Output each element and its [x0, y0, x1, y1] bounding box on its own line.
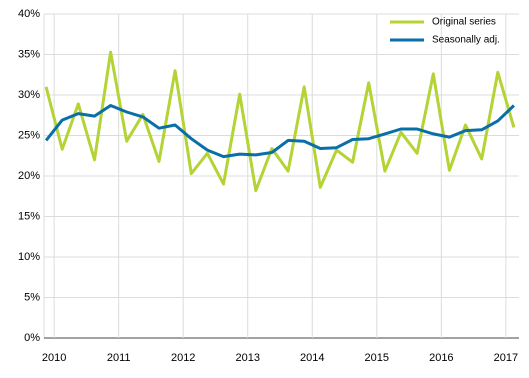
y-tick-label: 40%	[18, 8, 40, 20]
y-tick-label: 25%	[18, 129, 40, 141]
y-tick-label: 15%	[18, 210, 40, 222]
legend-label: Original series	[432, 17, 496, 28]
x-tick-label: 2016	[429, 352, 453, 364]
x-tick-label: 2015	[365, 352, 389, 364]
x-tick-label: 2010	[42, 352, 66, 364]
series-line	[44, 50, 516, 193]
x-tick-label: 2012	[171, 352, 195, 364]
x-tick-label: 2014	[300, 352, 324, 364]
series-line	[44, 104, 515, 159]
y-tick-label: 10%	[18, 251, 40, 263]
x-tick-label: 2011	[107, 352, 131, 364]
y-tick-label: 30%	[18, 89, 40, 101]
y-tick-label: 0%	[24, 332, 40, 344]
y-tick-label: 20%	[18, 170, 40, 182]
y-tick-label: 5%	[24, 291, 40, 303]
x-tick-label: 2013	[235, 352, 259, 364]
y-tick-label: 35%	[18, 48, 40, 60]
legend-label: Seasonally adj.	[432, 35, 500, 46]
x-tick-label: 2017	[494, 352, 518, 364]
